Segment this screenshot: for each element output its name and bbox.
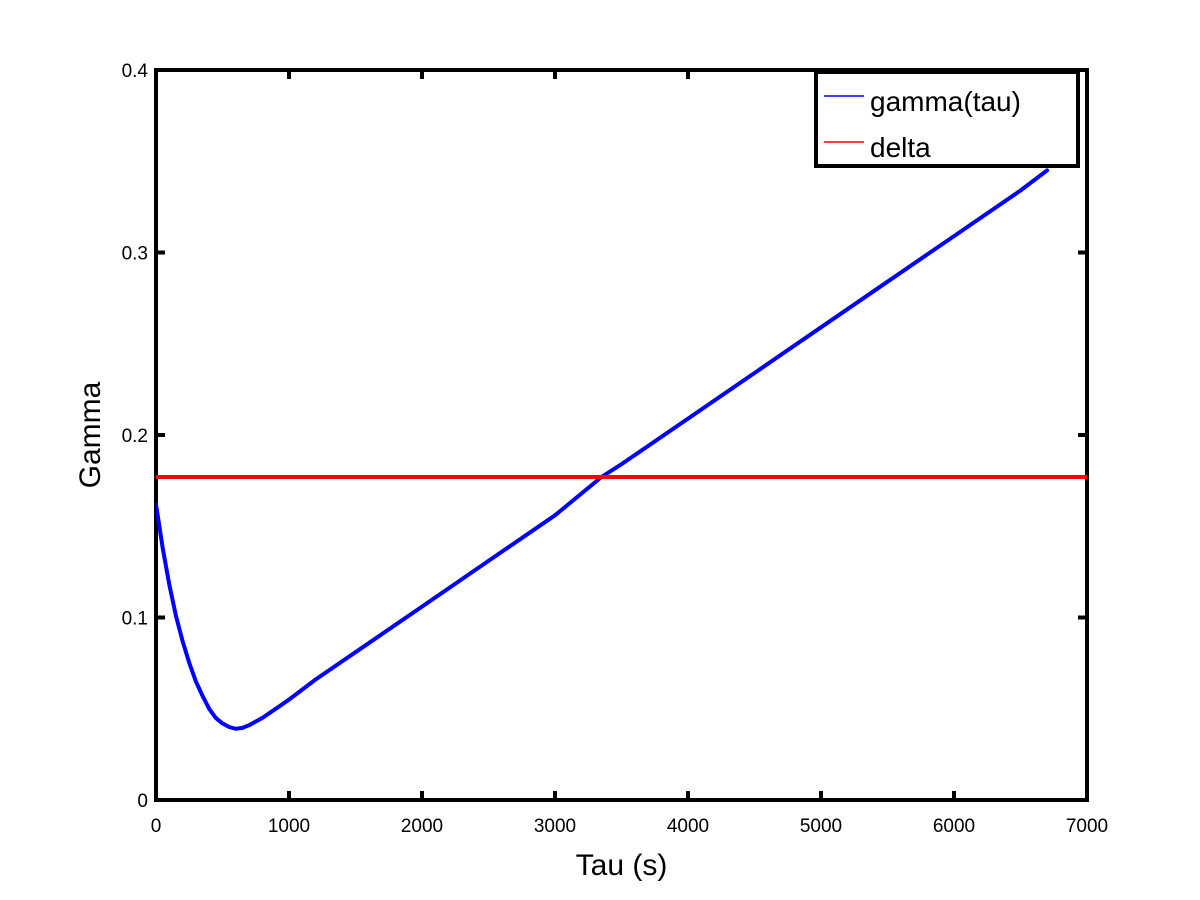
x-axis-label: Tau (s) — [576, 849, 668, 882]
x-tick-label: 3000 — [534, 816, 576, 837]
legend: gamma(tau) delta — [814, 70, 1080, 168]
x-tick-label: 5000 — [800, 816, 842, 837]
series-layer — [156, 168, 1087, 731]
x-tick-label: 6000 — [933, 816, 975, 837]
y-axis-label: Gamma — [74, 381, 107, 488]
y-tick-label: 0.3 — [122, 244, 148, 265]
x-tick-label: 0 — [151, 816, 162, 837]
tick-labels: 0 1000 2000 3000 4000 5000 6000 7000 0 0.1 0.2 0.3 0… — [122, 61, 1109, 837]
x-tick-label: 7000 — [1066, 816, 1108, 837]
series-line-gamma — [156, 168, 1050, 731]
legend-label-delta: delta — [870, 132, 931, 163]
x-tick-label: 1000 — [268, 816, 310, 837]
y-tick-label: 0.4 — [122, 61, 149, 82]
legend-box — [814, 70, 1080, 168]
y-tick-label: 0.2 — [122, 426, 148, 447]
y-tick-label: 0 — [137, 791, 148, 812]
x-tick-label: 4000 — [667, 816, 709, 837]
y-tick-label: 0.1 — [122, 609, 148, 630]
legend-label-gamma: gamma(tau) — [870, 86, 1021, 117]
x-tick-label: 2000 — [401, 816, 443, 837]
plot-area-frame — [154, 68, 1089, 802]
